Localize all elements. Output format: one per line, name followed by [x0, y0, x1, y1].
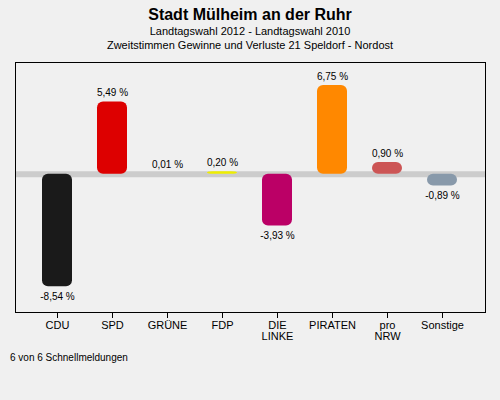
svg-text:DIELINKE: DIELINKE [262, 319, 294, 342]
svg-text:proNRW: proNRW [374, 319, 401, 342]
html-text:Zweitstimmen Gewinne und Verlu: Zweitstimmen Gewinne und Verluste 21 Spe… [106, 39, 394, 51]
svg-text:FDP: FDP [212, 319, 234, 331]
svg-text:-3,93 %: -3,93 % [260, 230, 295, 241]
svg-text:SPD: SPD [101, 319, 124, 331]
svg-text:PIRATEN: PIRATEN [309, 319, 356, 331]
svg-text:5,49 %: 5,49 % [97, 87, 128, 98]
svg-text:-8,54 %: -8,54 % [40, 291, 75, 302]
svg-text:6,75 %: 6,75 % [317, 71, 348, 82]
svg-text:-0,89 %: -0,89 % [425, 190, 460, 201]
svg-text:GRÜNE: GRÜNE [148, 319, 188, 331]
html-text:6 von 6 Schnellmeldungen: 6 von 6 Schnellmeldungen [10, 352, 128, 363]
svg-text:0,90 %: 0,90 % [372, 148, 403, 159]
html-text:Landtagswahl 2012 - Landtagswa: Landtagswahl 2012 - Landtagswahl 2010 [149, 25, 351, 37]
html-text:Stadt Mülheim an der Ruhr: Stadt Mülheim an der Ruhr [148, 6, 352, 23]
svg-text:Sonstige: Sonstige [421, 319, 464, 331]
svg-text:CDU: CDU [46, 319, 70, 331]
svg-text:0,01 %: 0,01 % [152, 159, 183, 170]
svg-text:0,20 %: 0,20 % [207, 157, 238, 168]
